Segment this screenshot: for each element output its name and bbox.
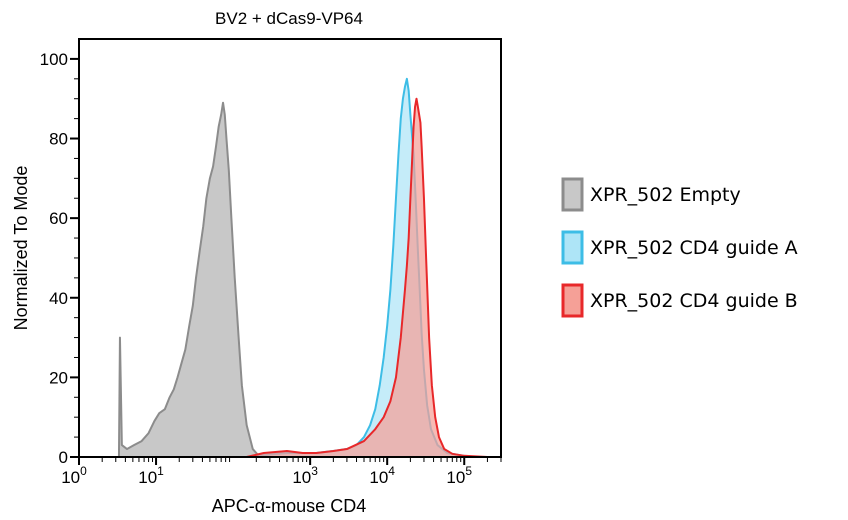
legend-label-1: XPR_502 Empty [590,184,741,206]
axes-layer: 0 20 40 60 80 100 100 101 103 104 105 [40,38,502,487]
x-tick-label: 103 [292,464,318,487]
y-tick-label: 20 [49,368,68,387]
y-tick-label: 60 [49,209,68,228]
legend-swatch-1 [561,177,584,212]
y-tick-label: 100 [40,50,68,69]
legend-swatch-3 [561,283,584,318]
series-area-3 [245,97,489,457]
x-tick-label: 100 [61,464,87,487]
series-area-1 [117,101,271,457]
plot-layer [117,77,489,457]
y-tick-label: 80 [49,130,68,149]
series-area-2 [245,77,479,457]
y-tick-label: 40 [49,289,68,308]
legend-label-2: XPR_502 CD4 guide A [590,237,798,259]
y-tick-label: 0 [59,448,68,467]
plot-frame [78,38,502,458]
x-tick-label: 101 [138,464,164,487]
legend-swatch-2 [561,230,584,265]
y-axis-label: Normalized To Mode [11,166,31,331]
x-tick-label: 104 [369,464,395,487]
legend: XPR_502 Empty XPR_502 CD4 guide A XPR_502 … [561,177,798,318]
legend-label-3: XPR_502 CD4 guide B [590,290,798,312]
x-tick-label: 105 [446,464,472,487]
x-axis-label: APC-α-mouse CD4 [212,496,366,516]
chart-title: BV2 + dCas9-VP64 [215,9,363,28]
